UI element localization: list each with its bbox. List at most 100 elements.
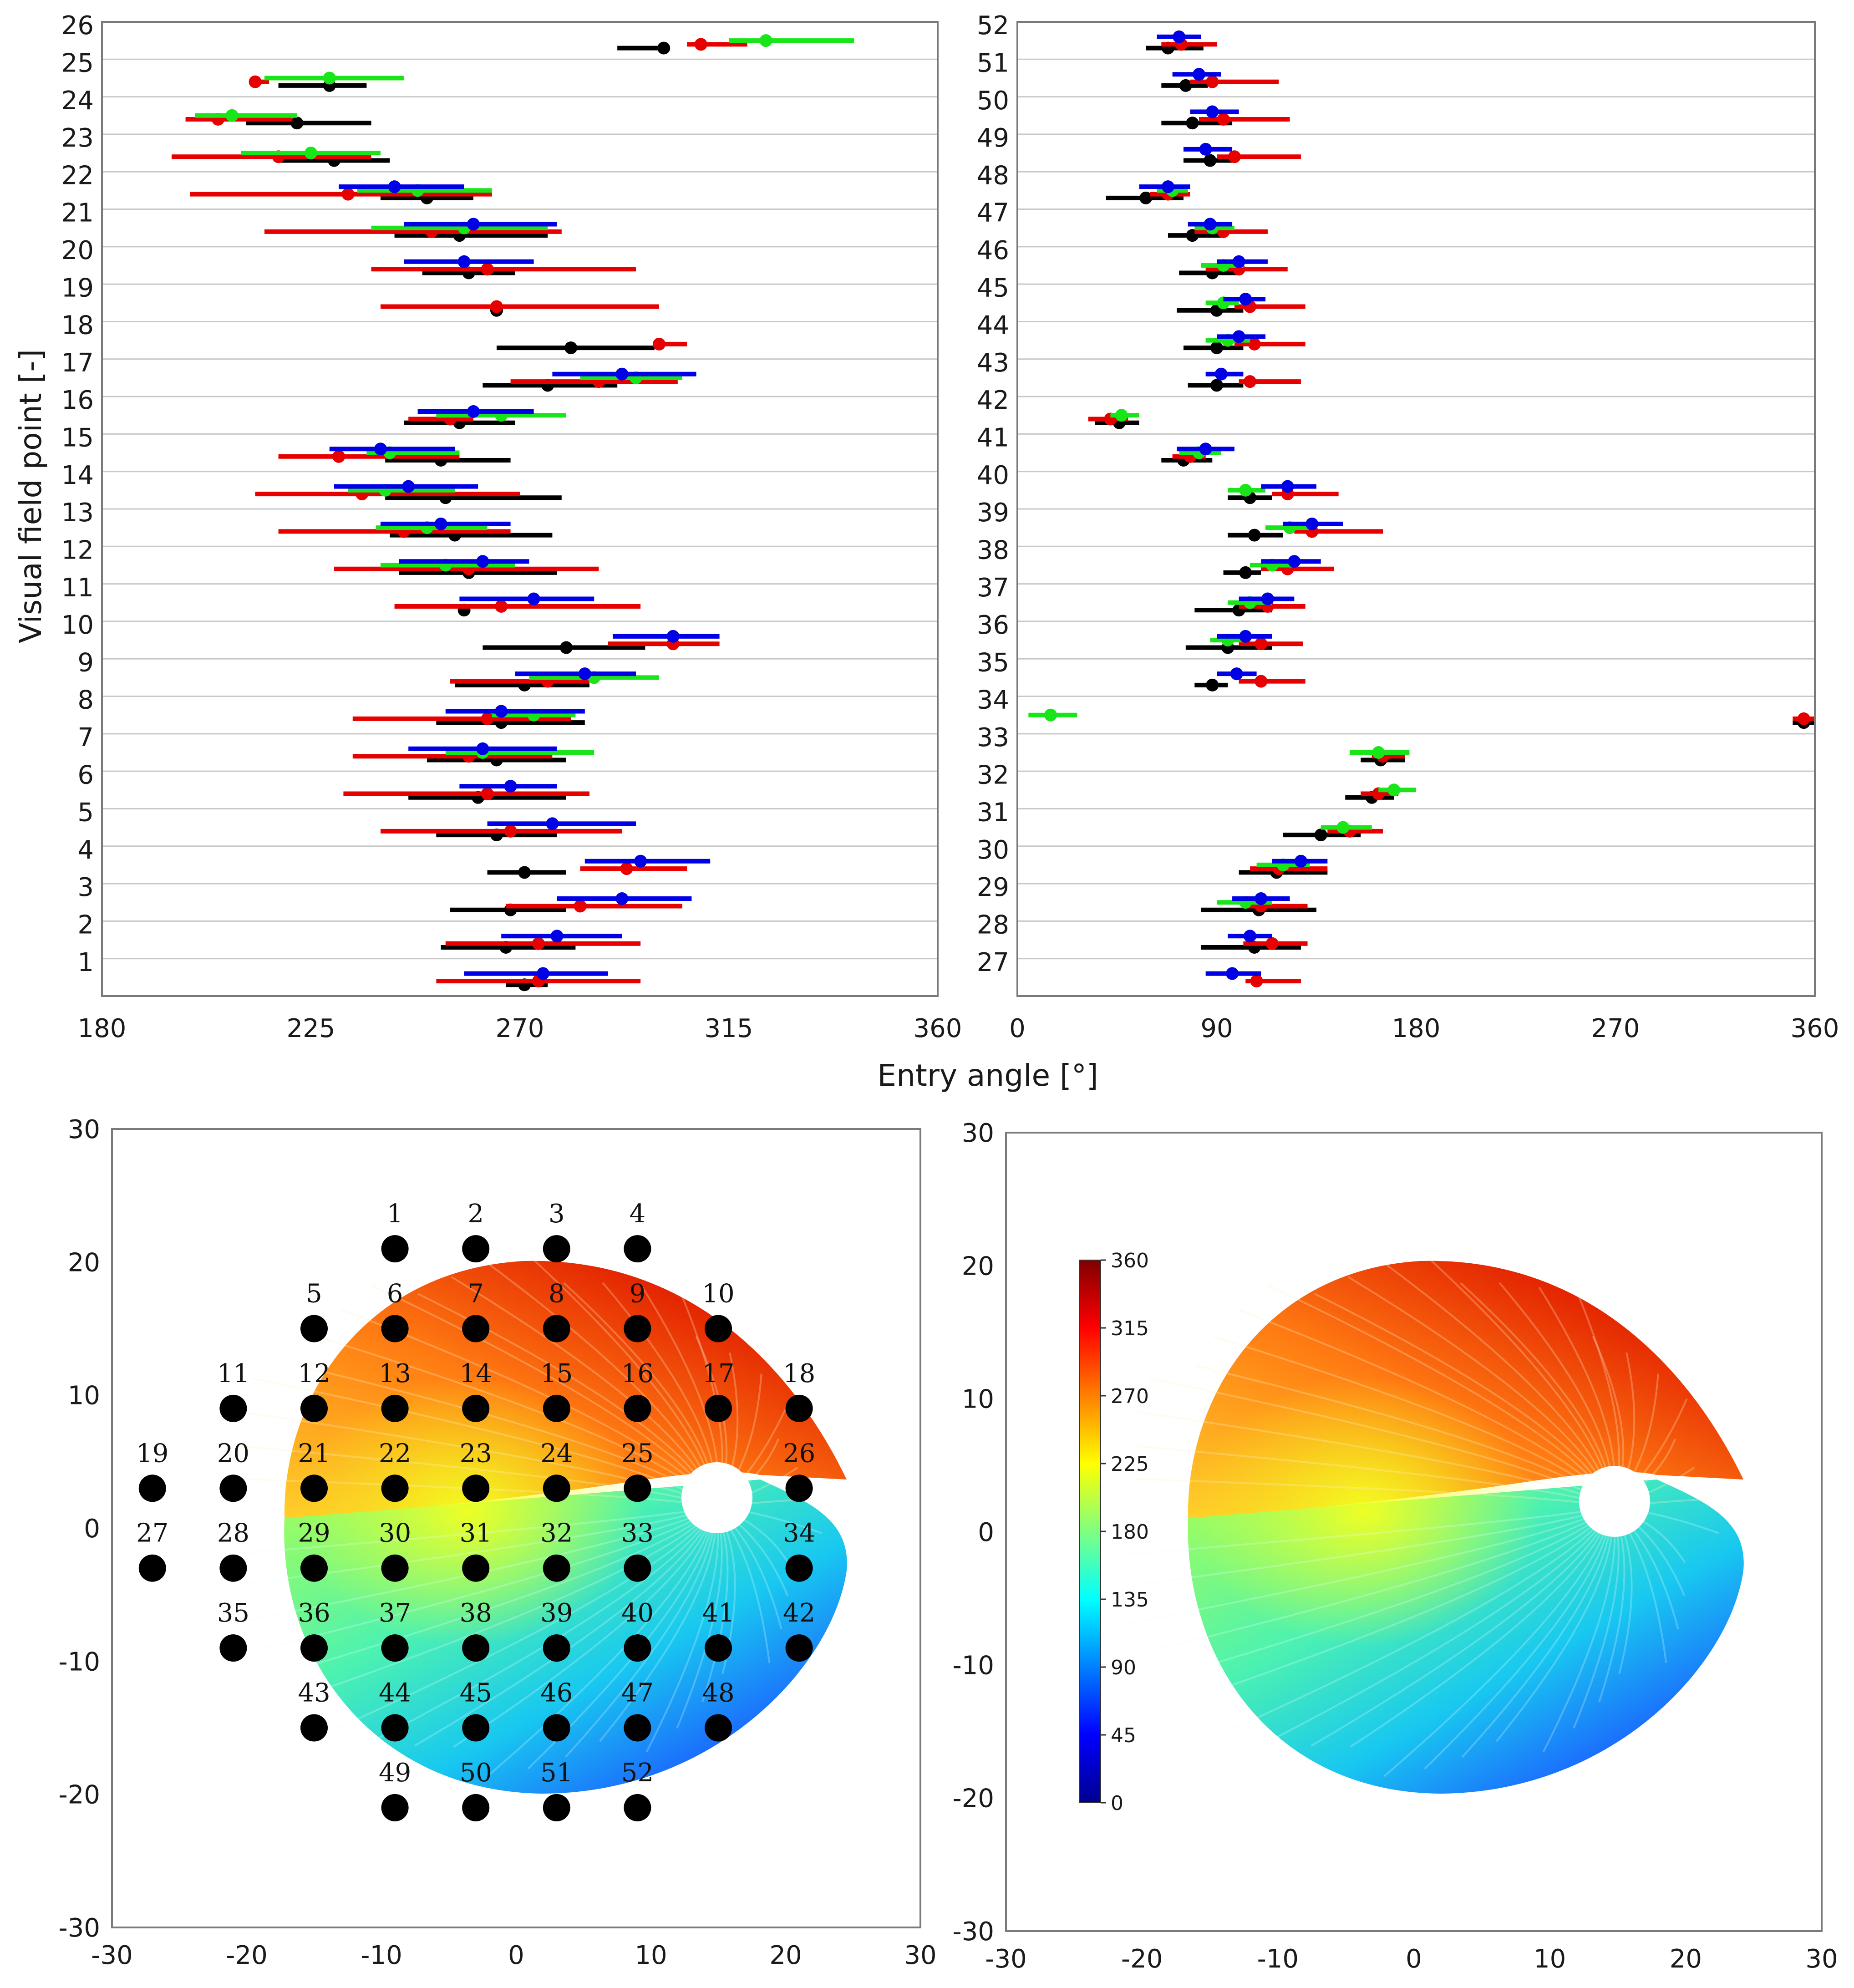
field-point-marker (624, 1394, 651, 1422)
colorbar-tick-label: 90 (1111, 1656, 1136, 1679)
data-point (527, 592, 540, 605)
field-point-40: 40 (621, 1598, 654, 1662)
data-point (1255, 892, 1268, 905)
field-point-11: 11 (217, 1359, 249, 1422)
field-point-label: 24 (540, 1439, 573, 1468)
data-point (694, 38, 707, 51)
y-tick-label: 37 (977, 573, 1009, 603)
x-tick-label: 180 (78, 1014, 127, 1043)
y-tick-label: 52 (977, 11, 1009, 41)
y-tick-label: 10 (68, 1381, 100, 1411)
field-point-label: 12 (298, 1359, 330, 1388)
y-tick-label: 14 (61, 461, 94, 490)
data-point (546, 817, 559, 830)
y-tick-label: -10 (953, 1651, 994, 1680)
data-point (1115, 409, 1128, 422)
field-point-16: 16 (621, 1359, 654, 1422)
x-tick-label: 10 (635, 1941, 667, 1970)
field-point-17: 17 (702, 1359, 735, 1422)
field-point-3: 3 (543, 1199, 570, 1263)
data-point (1232, 330, 1245, 343)
field-point-label: 23 (460, 1439, 492, 1468)
data-point (1214, 367, 1228, 381)
right-plot-frame (1016, 21, 1816, 997)
field-point-label: 21 (298, 1439, 330, 1468)
y-tick-label: 20 (61, 236, 94, 265)
field-point-marker (300, 1394, 328, 1422)
field-point-43: 43 (298, 1678, 330, 1742)
y-tick-label: 23 (61, 123, 94, 153)
field-point-5: 5 (300, 1279, 328, 1342)
field-point-marker (543, 1794, 570, 1821)
data-point (1265, 937, 1279, 950)
x-tick-label: 20 (769, 1941, 802, 1970)
data-point (476, 555, 489, 568)
data-point (341, 188, 355, 201)
data-point (490, 300, 503, 313)
data-point (1232, 255, 1245, 268)
field-point-18: 18 (783, 1359, 815, 1422)
field-point-label: 38 (460, 1598, 492, 1628)
y-tick-label: 48 (977, 161, 1009, 190)
field-point-37: 37 (379, 1598, 411, 1662)
data-point (1797, 712, 1810, 725)
y-tick-label: 6 (77, 760, 94, 790)
data-point (504, 824, 517, 838)
data-point (1294, 854, 1307, 868)
field-point-label: 43 (298, 1678, 330, 1708)
field-point-label: 45 (460, 1678, 492, 1708)
field-point-42: 42 (783, 1598, 815, 1662)
fan-center-glow-left (291, 1361, 683, 1662)
y-tick-label: 11 (61, 573, 94, 603)
field-point-35: 35 (217, 1598, 249, 1662)
field-point-8: 8 (543, 1279, 570, 1342)
x-tick-label: 180 (1392, 1014, 1441, 1043)
data-point (1250, 975, 1263, 988)
data-point (332, 450, 345, 463)
field-point-marker (462, 1554, 490, 1582)
field-point-2: 2 (462, 1199, 490, 1263)
y-tick-label: 18 (61, 311, 94, 341)
field-point-marker (705, 1714, 732, 1742)
field-point-label: 8 (549, 1279, 565, 1309)
field-point-marker (381, 1235, 409, 1263)
field-point-label: 5 (306, 1279, 322, 1309)
field-point-label: 47 (621, 1678, 654, 1708)
y-tick-label: 2 (77, 910, 94, 940)
data-point (1239, 293, 1252, 306)
y-axis-label: Visual field point [-] (13, 349, 48, 643)
y-tick-label: 50 (977, 86, 1009, 116)
y-tick-label: 4 (77, 835, 94, 865)
field-point-marker (462, 1474, 490, 1502)
data-point (495, 705, 508, 718)
data-point (1204, 154, 1217, 167)
field-point-51: 51 (540, 1758, 573, 1821)
field-point-20: 20 (217, 1439, 249, 1502)
field-point-label: 9 (630, 1279, 646, 1309)
y-tick-label: 7 (77, 723, 94, 752)
field-point-label: 28 (217, 1519, 249, 1548)
fiber-strand (375, 1506, 716, 1741)
field-point-label: 44 (379, 1678, 411, 1708)
series-black (246, 41, 670, 991)
data-point (457, 255, 471, 268)
y-tick-label: 15 (61, 423, 94, 453)
series-blue (329, 180, 720, 980)
data-point (615, 892, 629, 905)
x-tick-label: 315 (705, 1014, 753, 1043)
y-tick-label: 35 (977, 648, 1009, 677)
field-point-marker (462, 1235, 490, 1263)
y-tick-label: 36 (977, 610, 1009, 640)
optic-disc-right (1579, 1466, 1650, 1537)
colorbar-tick-label: 135 (1111, 1588, 1149, 1612)
field-point-46: 46 (540, 1678, 573, 1742)
y-tick-label: 1 (77, 948, 94, 977)
field-point-marker (543, 1315, 570, 1342)
y-tick-label: 20 (962, 1251, 994, 1281)
y-tick-label: 0 (978, 1518, 994, 1547)
y-tick-label: 8 (77, 686, 94, 715)
y-tick-label: 10 (61, 610, 94, 640)
map-right-frame (1005, 1132, 1823, 1932)
x-tick-label: -30 (91, 1941, 132, 1970)
